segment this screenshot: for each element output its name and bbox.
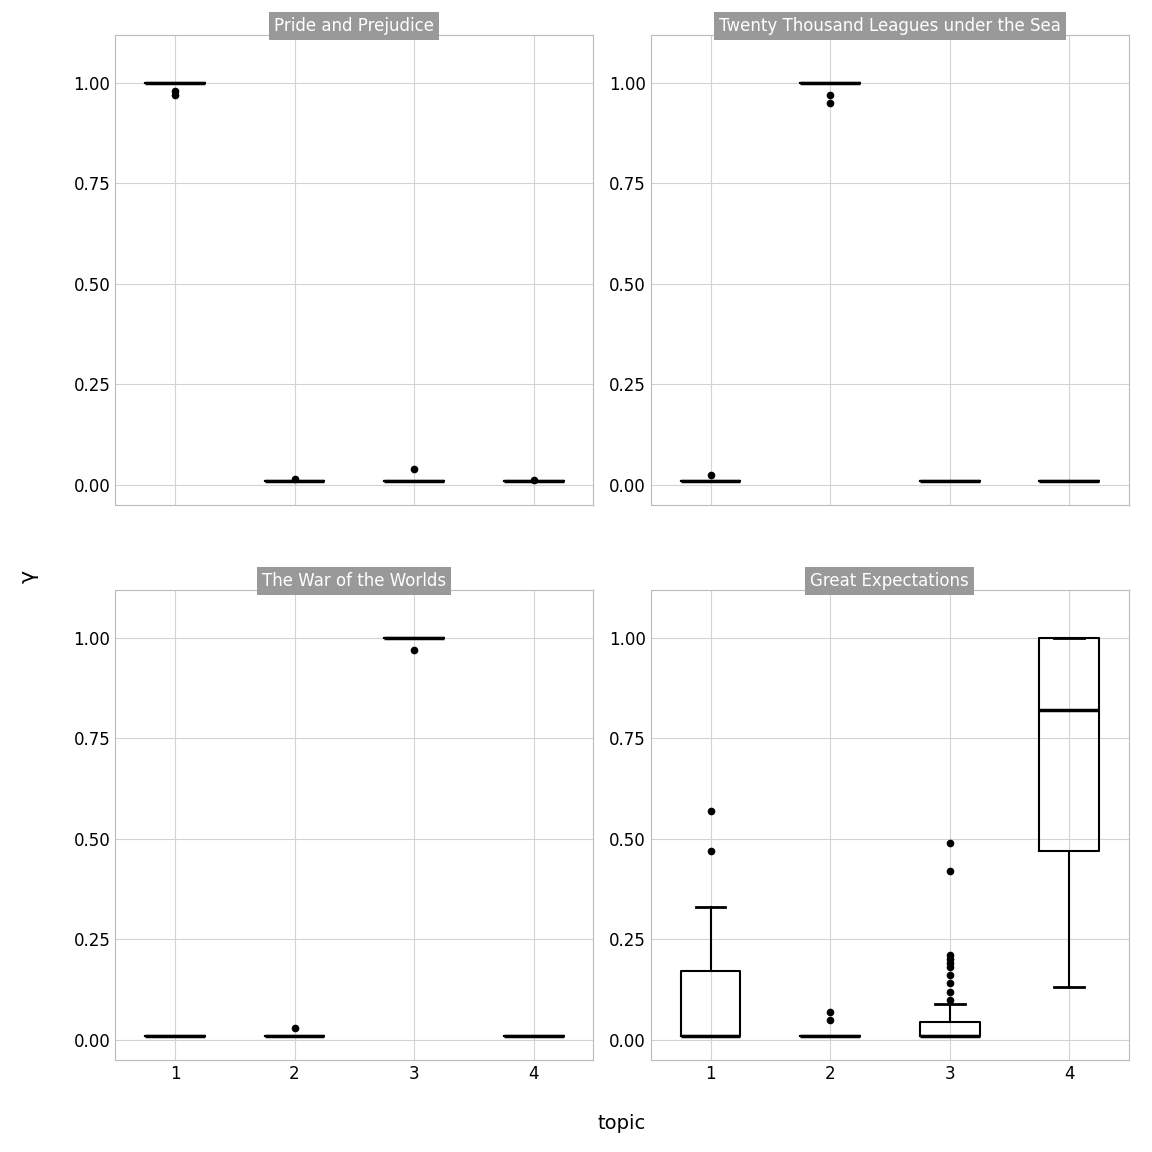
Text: Pride and Prejudice: Pride and Prejudice xyxy=(274,16,434,35)
Text: The War of the Worlds: The War of the Worlds xyxy=(263,571,446,590)
Text: topic: topic xyxy=(598,1114,646,1132)
Text: Twenty Thousand Leagues under the Sea: Twenty Thousand Leagues under the Sea xyxy=(719,16,1061,35)
Text: γ: γ xyxy=(18,569,39,583)
Text: Great Expectations: Great Expectations xyxy=(811,571,969,590)
